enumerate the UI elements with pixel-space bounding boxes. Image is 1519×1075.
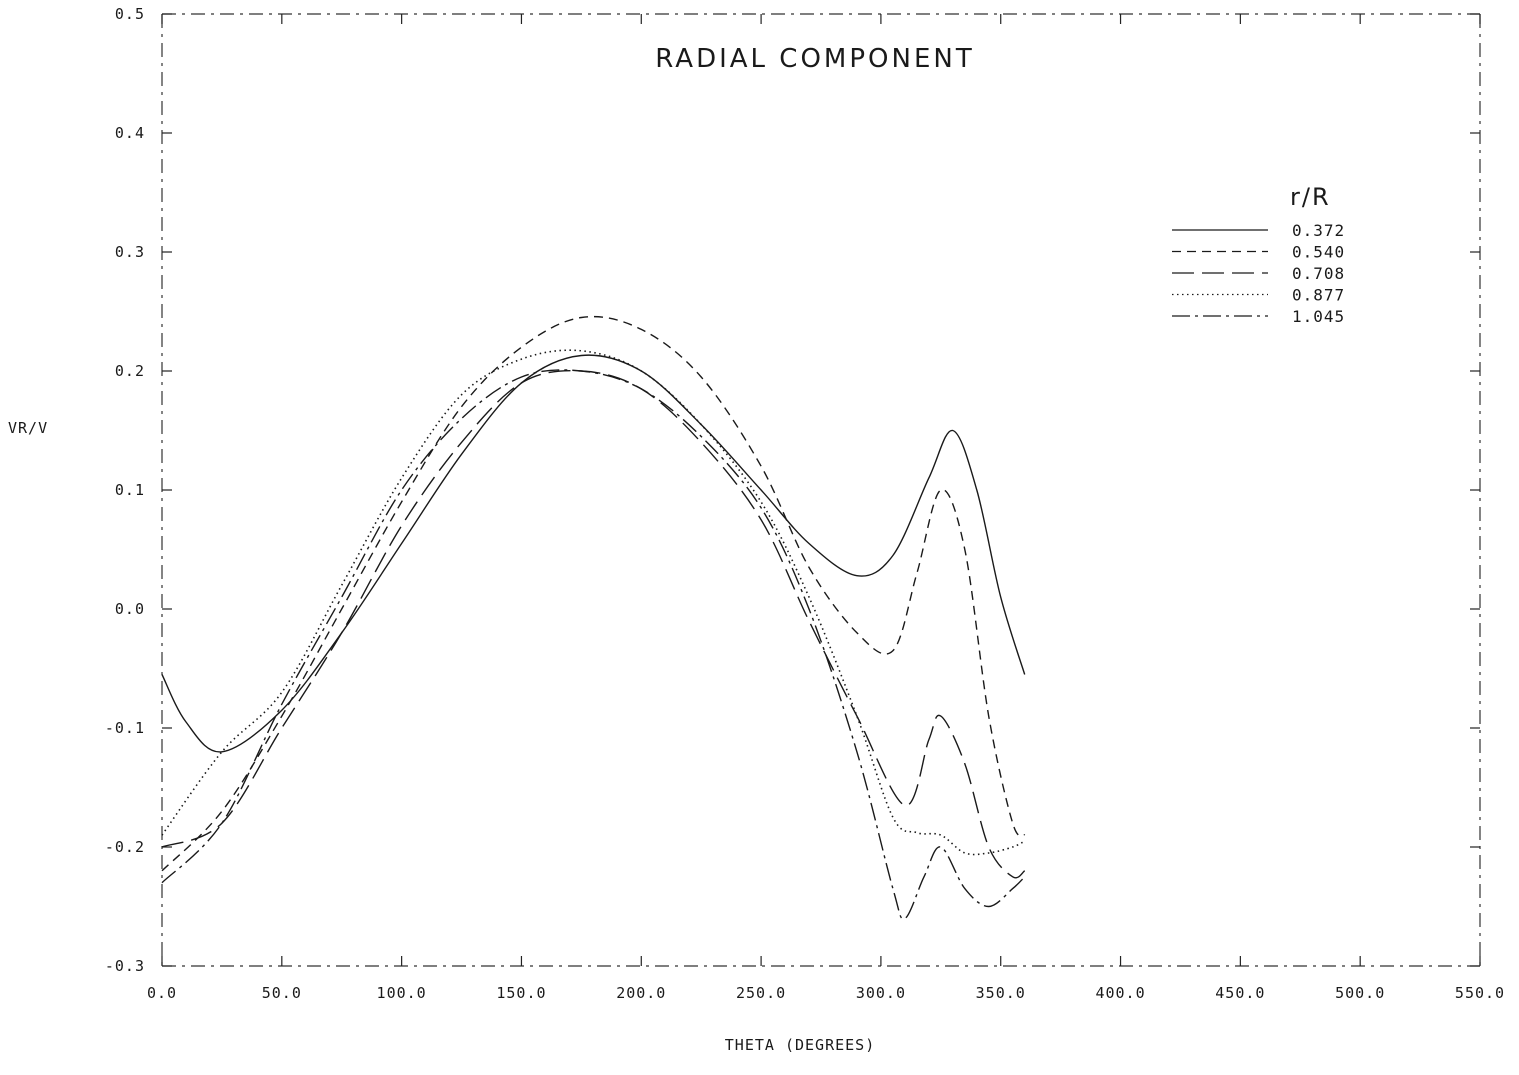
- axis-ticks: [161, 13, 1481, 967]
- y-tick-label: 0.2: [115, 362, 145, 380]
- x-tick-label: 50.0: [262, 984, 302, 1002]
- y-tick-label: 0.1: [115, 481, 145, 499]
- legend-label: 0.372: [1292, 221, 1345, 240]
- y-axis-label: VR/V: [8, 419, 48, 437]
- y-tick-label: -0.3: [105, 957, 145, 975]
- legend-title: r/R: [1290, 183, 1331, 211]
- x-tick-label: 450.0: [1215, 984, 1265, 1002]
- y-tick-label: -0.2: [105, 838, 145, 856]
- x-tick-label: 200.0: [616, 984, 666, 1002]
- legend-label: 0.708: [1292, 264, 1345, 283]
- legend: r/R 0.372 0.540 0.708 0.877 1.045: [1172, 183, 1345, 326]
- y-tick-label: 0.0: [115, 600, 145, 618]
- y-tick-label: 0.5: [115, 5, 145, 23]
- y-tick-label: -0.1: [105, 719, 145, 737]
- series-line-0-877: [161, 349, 1026, 856]
- plot-frame: [161, 13, 1481, 967]
- x-tick-labels: 0.0 50.0 100.0 150.0 200.0 250.0 300.0 350.0 400…: [147, 984, 1505, 1002]
- x-tick-label: 350.0: [976, 984, 1026, 1002]
- x-tick-label: 0.0: [147, 984, 177, 1002]
- x-tick-label: 150.0: [496, 984, 546, 1002]
- series-line-0-708: [161, 370, 1026, 879]
- x-axis-label: THETA (DEGREES): [725, 1036, 875, 1054]
- y-tick-label: 0.3: [115, 243, 145, 261]
- series-line-0-540: [161, 315, 1026, 872]
- x-tick-label: 100.0: [377, 984, 427, 1002]
- x-tick-label: 300.0: [856, 984, 906, 1002]
- series-line-1-045: [161, 369, 1026, 920]
- legend-label: 1.045: [1292, 307, 1345, 326]
- x-tick-label: 500.0: [1335, 984, 1385, 1002]
- series-lines: [161, 315, 1026, 920]
- y-tick-label: 0.4: [115, 124, 145, 142]
- chart-title: RADIAL COMPONENT: [655, 44, 974, 74]
- x-tick-label: 550.0: [1455, 984, 1505, 1002]
- series-line-0-372: [161, 354, 1026, 753]
- y-tick-labels: -0.3 -0.2 -0.1 0.0 0.1 0.2 0.3 0.4 0.5: [105, 5, 145, 975]
- legend-label: 0.877: [1292, 286, 1345, 305]
- legend-label: 0.540: [1292, 243, 1345, 262]
- x-tick-label: 400.0: [1095, 984, 1145, 1002]
- x-tick-label: 250.0: [736, 984, 786, 1002]
